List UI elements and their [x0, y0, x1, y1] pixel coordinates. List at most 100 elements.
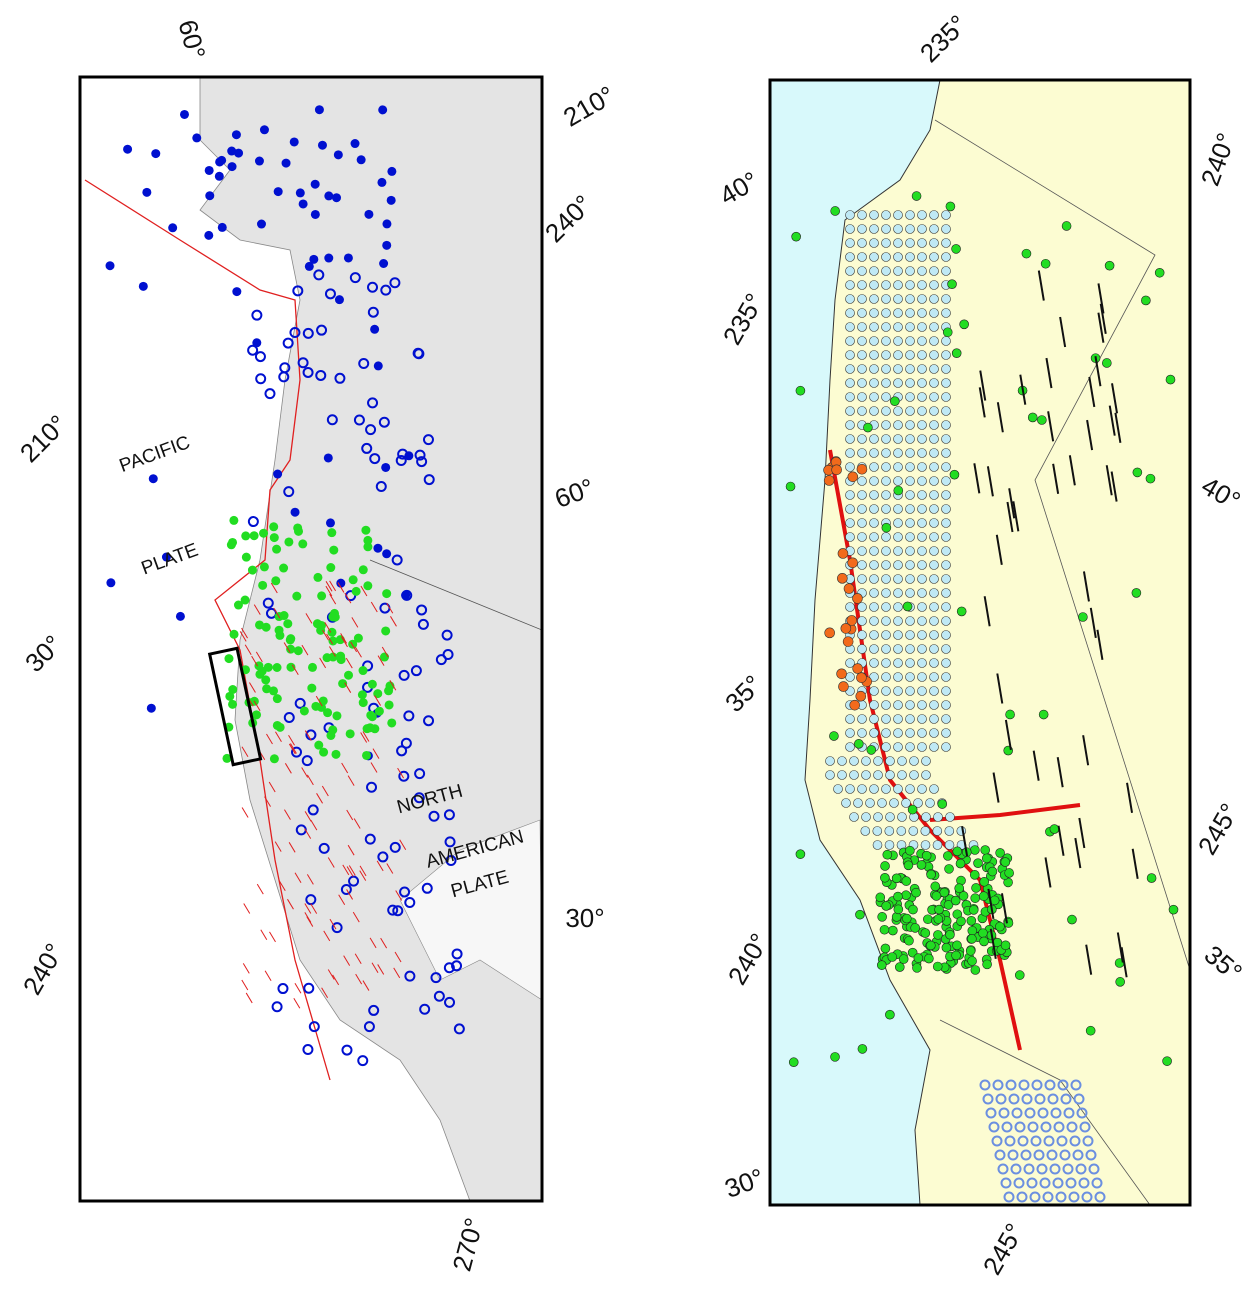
event: [908, 905, 917, 914]
station: [906, 379, 915, 388]
event-cluster: [853, 664, 863, 674]
event: [888, 926, 897, 935]
station: [945, 827, 954, 836]
station: [906, 505, 915, 514]
station: [326, 518, 335, 527]
station: [357, 155, 366, 164]
event: [953, 847, 962, 856]
station: [882, 337, 891, 346]
station: [870, 729, 879, 738]
station: [942, 421, 951, 430]
station: [918, 477, 927, 486]
event: [932, 891, 941, 900]
station: [910, 771, 919, 780]
station: [930, 729, 939, 738]
station: [918, 365, 927, 374]
event: [796, 386, 805, 395]
event: [979, 937, 988, 946]
station: [882, 645, 891, 654]
station: [918, 729, 927, 738]
station: [918, 211, 927, 220]
event: [284, 537, 293, 546]
station: [918, 673, 927, 682]
station: [942, 309, 951, 318]
event: [789, 1058, 798, 1067]
station: [311, 210, 320, 219]
station: [335, 295, 344, 304]
station: [858, 729, 867, 738]
station: [205, 191, 214, 200]
station: [942, 365, 951, 374]
tick-label: 30°: [565, 903, 604, 933]
station: [882, 491, 891, 500]
event: [957, 917, 966, 926]
station: [898, 757, 907, 766]
station: [906, 253, 915, 262]
station: [894, 421, 903, 430]
station: [957, 827, 966, 836]
event: [298, 539, 307, 548]
station: [870, 281, 879, 290]
tick-label: 240°: [17, 938, 70, 1000]
station: [882, 435, 891, 444]
station: [858, 435, 867, 444]
event: [228, 700, 237, 709]
station: [870, 491, 879, 500]
station: [930, 617, 939, 626]
station: [906, 435, 915, 444]
event: [258, 581, 267, 590]
event: [881, 861, 890, 870]
event: [363, 581, 372, 590]
station: [942, 477, 951, 486]
station: [846, 449, 855, 458]
station: [882, 379, 891, 388]
station: [874, 757, 883, 766]
station: [858, 225, 867, 234]
event: [1146, 474, 1155, 483]
event: [286, 635, 295, 644]
station: [906, 617, 915, 626]
station: [870, 309, 879, 318]
station: [870, 253, 879, 262]
tick-label: 60°: [551, 472, 598, 514]
station: [370, 325, 379, 334]
tick-label: 270°: [446, 1215, 489, 1275]
event: [328, 636, 337, 645]
station: [918, 561, 927, 570]
event: [1015, 971, 1024, 980]
event: [995, 922, 1004, 931]
station: [894, 211, 903, 220]
station: [942, 575, 951, 584]
station: [842, 799, 851, 808]
event: [307, 684, 316, 693]
station: [930, 561, 939, 570]
event: [902, 891, 911, 900]
event: [250, 531, 259, 540]
event-cluster: [832, 465, 842, 475]
station: [882, 253, 891, 262]
event: [327, 528, 336, 537]
event: [880, 873, 889, 882]
event: [1050, 825, 1059, 834]
event: [1116, 977, 1125, 986]
station: [886, 757, 895, 766]
station: [894, 589, 903, 598]
station: [926, 799, 935, 808]
event: [359, 698, 368, 707]
event: [912, 192, 921, 201]
event: [1169, 905, 1178, 914]
event-cluster: [838, 682, 848, 692]
station: [378, 105, 387, 114]
event: [361, 526, 370, 535]
station: [858, 631, 867, 640]
event: [923, 915, 932, 924]
station: [204, 231, 213, 240]
station: [382, 241, 391, 250]
station: [918, 505, 927, 514]
station: [870, 295, 879, 304]
station: [942, 225, 951, 234]
event: [950, 470, 959, 479]
station: [882, 449, 891, 458]
event: [970, 870, 979, 879]
station: [930, 715, 939, 724]
